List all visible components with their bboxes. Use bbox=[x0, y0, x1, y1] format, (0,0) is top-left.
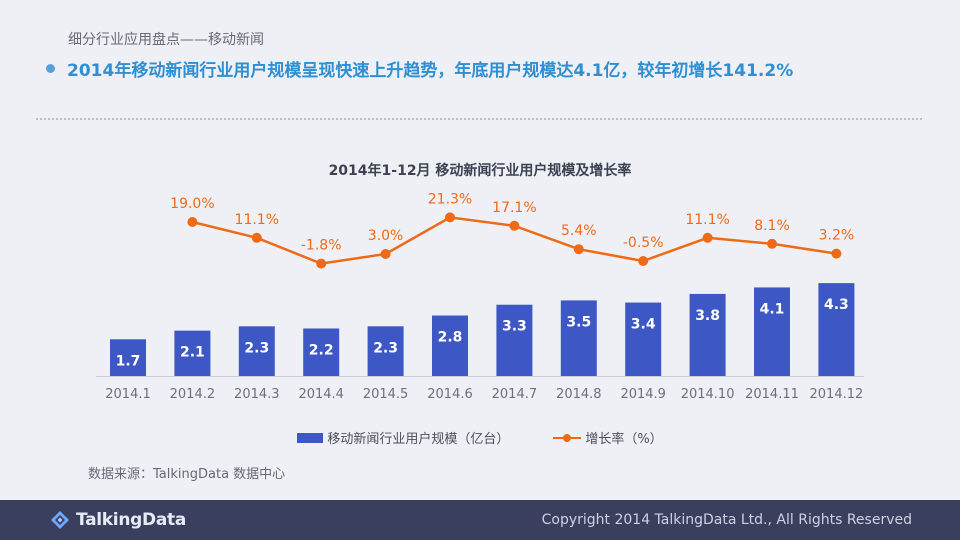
growth-point-2014.9 bbox=[638, 256, 649, 266]
growth-label-2014.12: 3.2% bbox=[819, 228, 855, 244]
talkingdata-logo-icon bbox=[51, 511, 69, 529]
x-tick-2014.5: 2014.5 bbox=[363, 387, 409, 402]
bar-2014.7 bbox=[496, 304, 533, 376]
chart-title: 2014年1-12月 移动新闻行业用户规模及增长率 bbox=[328, 163, 632, 179]
growth-point-2014.10 bbox=[702, 232, 713, 243]
growth-label-2014.6: 21.3% bbox=[428, 191, 472, 207]
bar-2014.6 bbox=[432, 315, 468, 376]
bar-label-2014.9: 3.4 bbox=[631, 317, 656, 333]
headline-text: 2014年移动新闻行业用户规模呈现快速上升趋势，年底用户规模达4.1亿，较年初增… bbox=[67, 61, 794, 81]
bar-2014.5 bbox=[367, 326, 404, 376]
x-tick-2014.12: 2014.12 bbox=[810, 387, 864, 402]
growth-label-2014.5: 3.0% bbox=[368, 228, 404, 244]
bullet-dot-icon bbox=[46, 64, 55, 73]
x-tick-2014.11: 2014.11 bbox=[745, 387, 799, 402]
brand-name: TalkingData bbox=[76, 510, 186, 530]
bar-label-2014.12: 4.3 bbox=[824, 297, 849, 313]
growth-point-2014.8 bbox=[573, 244, 584, 255]
growth-label-2014.11: 8.1% bbox=[754, 218, 790, 234]
dotted-divider bbox=[36, 118, 922, 120]
bar-label-2014.11: 4.1 bbox=[760, 301, 785, 317]
growth-point-2014.2 bbox=[187, 217, 198, 227]
x-tick-2014.9: 2014.9 bbox=[620, 387, 666, 402]
legend-item-bar: 移动新闻行业用户规模（亿台） bbox=[297, 428, 509, 447]
growth-point-2014.4 bbox=[316, 258, 327, 269]
x-tick-2014.1: 2014.1 bbox=[105, 387, 151, 402]
data-source: 数据来源：TalkingData 数据中心 bbox=[88, 467, 286, 482]
x-tick-2014.4: 2014.4 bbox=[298, 387, 344, 402]
growth-label-2014.2: 19.0% bbox=[170, 196, 214, 212]
bar-2014.8 bbox=[560, 300, 597, 376]
legend-line-label: 增长率（%） bbox=[585, 432, 663, 447]
subtitle: 细分行业应用盘点——移动新闻 bbox=[68, 32, 264, 48]
x-tick-2014.6: 2014.6 bbox=[427, 387, 473, 402]
bar-2014.11 bbox=[754, 287, 790, 376]
legend: 移动新闻行业用户规模（亿台） 增长率（%） bbox=[0, 428, 960, 447]
bar-label-2014.6: 2.8 bbox=[438, 330, 463, 346]
growth-label-2014.4: -1.8% bbox=[301, 238, 342, 254]
growth-point-2014.5 bbox=[380, 249, 391, 259]
x-tick-2014.7: 2014.7 bbox=[492, 387, 538, 402]
bar-2014.10 bbox=[689, 293, 726, 376]
x-tick-2014.8: 2014.8 bbox=[556, 387, 602, 402]
bar-label-2014.3: 2.3 bbox=[244, 340, 269, 356]
growth-point-2014.12 bbox=[831, 248, 842, 259]
x-tick-2014.2: 2014.2 bbox=[170, 387, 216, 402]
bar-label-2014.4: 2.2 bbox=[309, 342, 334, 358]
bar-2014.3 bbox=[238, 326, 275, 376]
headline: 2014年移动新闻行业用户规模呈现快速上升趋势，年底用户规模达4.1亿，较年初增… bbox=[46, 56, 793, 81]
legend-line-swatch-icon bbox=[553, 433, 582, 443]
bars-layer: 1.7 2.1 2.3 2.2 2.3 2.8 3.3 3.5 3.4 3.8 4.1 4.3 bbox=[110, 283, 855, 376]
legend-bar-label: 移动新闻行业用户规模（亿台） bbox=[327, 432, 510, 447]
growth-label-2014.8: 5.4% bbox=[561, 223, 597, 239]
bar-2014.1 bbox=[110, 339, 146, 376]
bar-2014.12 bbox=[818, 283, 855, 376]
growth-point-2014.7 bbox=[509, 220, 520, 231]
x-tick-2014.10: 2014.10 bbox=[681, 387, 735, 402]
ticks-layer: 2014.1 2014.2 2014.3 2014.4 2014.5 2014.6 2014… bbox=[96, 376, 864, 402]
bar-2014.2 bbox=[174, 330, 211, 376]
growth-label-2014.9: -0.5% bbox=[623, 235, 664, 251]
growth-point-2014.3 bbox=[251, 232, 262, 243]
bar-2014.9 bbox=[625, 302, 662, 376]
growth-label-2014.7: 17.1% bbox=[492, 200, 536, 216]
bar-label-2014.7: 3.3 bbox=[502, 319, 527, 335]
growth-point-2014.6 bbox=[445, 212, 455, 223]
growth-label-2014.3: 11.1% bbox=[235, 212, 279, 228]
copyright: Copyright 2014 TalkingData Ltd., All Rig… bbox=[541, 512, 912, 528]
bar-label-2014.5: 2.3 bbox=[373, 340, 398, 356]
x-tick-2014.3: 2014.3 bbox=[234, 387, 280, 402]
footer: TalkingData Copyright 2014 TalkingData L… bbox=[0, 500, 960, 540]
legend-bar-swatch-icon bbox=[297, 432, 324, 443]
brand: TalkingData bbox=[50, 510, 186, 530]
bar-2014.4 bbox=[303, 328, 340, 376]
bar-label-2014.8: 3.5 bbox=[566, 314, 591, 330]
bar-label-2014.1: 1.7 bbox=[116, 353, 141, 369]
bar-label-2014.2: 2.1 bbox=[180, 345, 205, 361]
growth-label-2014.10: 11.1% bbox=[685, 212, 729, 228]
growth-point-2014.11 bbox=[767, 238, 777, 249]
bar-label-2014.10: 3.8 bbox=[695, 308, 720, 324]
line-layer: 19.0% 11.1% -1.8% 3.0% 21.3% 17.1% 5.4% -0.5% 11… bbox=[170, 191, 855, 269]
legend-item-line: 增长率（%） bbox=[553, 428, 663, 447]
